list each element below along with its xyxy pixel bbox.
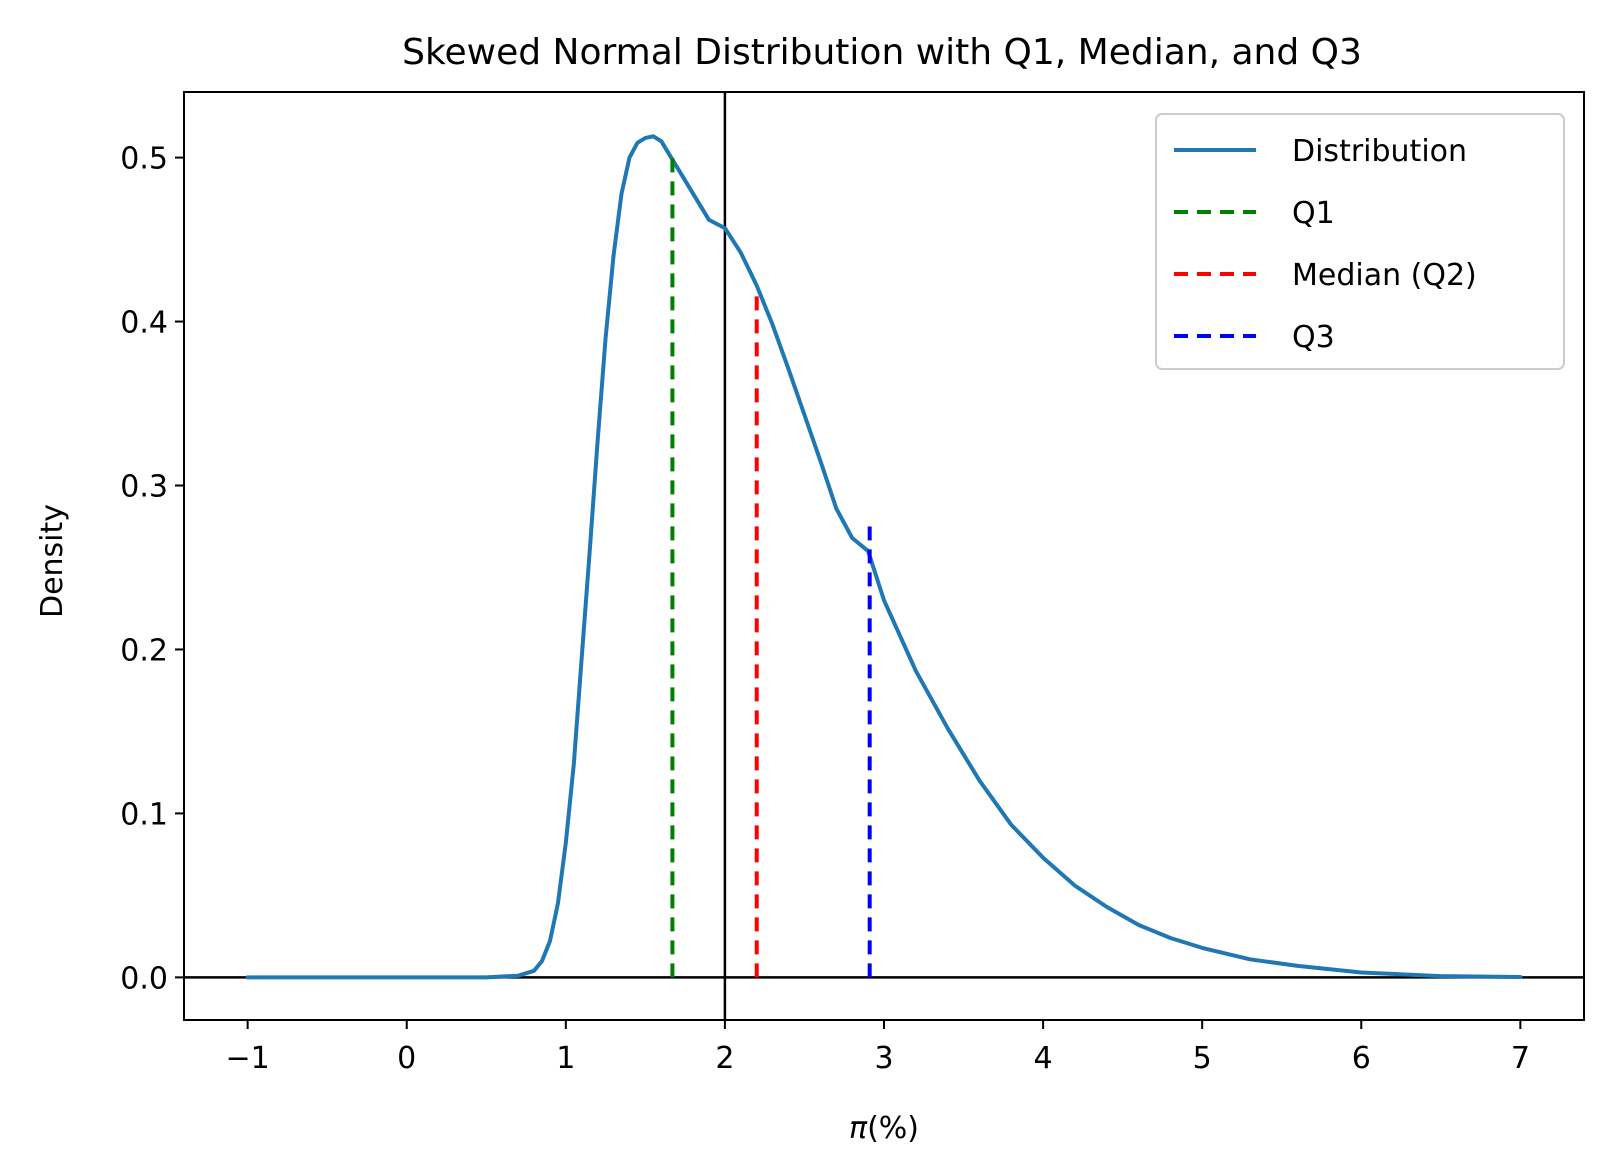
distribution-curve [245,134,1523,980]
x-tick-label: 1 [556,1041,575,1076]
chart-title: Skewed Normal Distribution with Q1, Medi… [402,32,1362,73]
y-tick-label: 0.5 [120,142,168,177]
y-tick-label: 0.4 [120,306,168,341]
x-tick-label: 3 [874,1041,893,1076]
x-axis-label-symbol: π [849,1111,868,1146]
y-tick-label: 0.0 [120,961,168,996]
x-axis: −1 0 1 2 3 4 5 6 7 [226,1020,1530,1076]
x-tick-label: 5 [1193,1041,1212,1076]
x-tick-label: 4 [1034,1041,1053,1076]
legend-label: Distribution [1292,134,1467,169]
y-axis: 0.0 0.1 0.2 0.3 0.4 0.5 [120,142,184,996]
x-axis-label: π(%) [849,1111,919,1146]
y-tick-label: 0.2 [120,633,168,668]
x-tick-label: 7 [1511,1041,1530,1076]
x-tick-label: 0 [397,1041,416,1076]
y-tick-label: 0.1 [120,797,168,832]
legend-label: Median (Q2) [1292,258,1477,293]
legend-frame [1155,113,1565,370]
legend-label: Q1 [1292,196,1335,231]
x-tick-label: 6 [1352,1041,1371,1076]
y-axis-label: Density [35,504,70,618]
legend-label: Q3 [1292,320,1335,355]
y-tick-label: 0.3 [120,469,168,504]
legend-items: Distribution Q1 Median (Q2) Q3 [1174,134,1477,355]
series-layer [245,134,1523,980]
legend: Distribution Q1 Median (Q2) Q3 [1155,113,1565,370]
x-tick-label: 2 [715,1041,734,1076]
x-axis-label-unit: (%) [867,1111,919,1146]
x-tick-label: −1 [226,1041,270,1076]
